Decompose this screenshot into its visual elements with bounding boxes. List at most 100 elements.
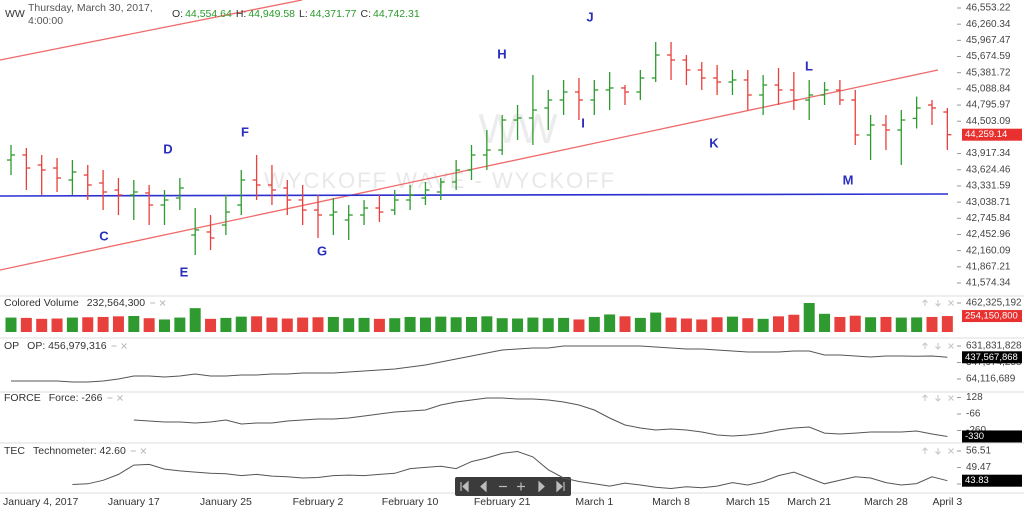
- x-tick-label: February 21: [474, 496, 531, 508]
- volume-bar: [773, 316, 784, 332]
- volume-bar: [819, 313, 831, 332]
- time: 4:00:00: [28, 15, 63, 27]
- wave-label: M: [843, 172, 854, 187]
- panel-readout: Technometer: 42.60: [33, 445, 126, 457]
- y-tick-label: 45,088.84: [966, 84, 1011, 95]
- nav-prev[interactable]: [480, 480, 487, 493]
- volume-bar: [82, 317, 94, 332]
- y-tick-label: 43,624.46: [966, 164, 1011, 175]
- x-tick-label: April 3: [932, 496, 962, 508]
- volume-bar: [205, 318, 217, 332]
- move-down: [935, 448, 941, 455]
- panel-controls[interactable]: [922, 394, 954, 402]
- volume-bar: [542, 318, 554, 332]
- move-down: [935, 343, 941, 350]
- nav-first[interactable]: [460, 480, 469, 493]
- volume-bar: [696, 319, 708, 332]
- volume-bar: [450, 317, 462, 332]
- x-tick-label: February 10: [382, 496, 439, 508]
- y-tick-label: 42,745.84: [966, 213, 1011, 224]
- volume-bar: [634, 317, 646, 332]
- close: [948, 448, 954, 454]
- y-tick-label: 43,331.59: [966, 181, 1011, 192]
- date: Thursday, March 30, 2017,: [28, 2, 153, 14]
- wave-label: H: [497, 46, 506, 61]
- wave-label: G: [317, 243, 327, 258]
- y-tick-label: 44,503.09: [966, 116, 1011, 127]
- ohlc-value: 44,371.77: [310, 8, 357, 20]
- readout-close: [140, 448, 147, 454]
- volume-bar: [373, 318, 385, 332]
- last-value-label: 43.83: [965, 475, 989, 486]
- wave-label: J: [586, 9, 593, 24]
- volume-bar: [788, 314, 800, 332]
- volume-bar: [251, 316, 263, 332]
- indicator-line: [72, 450, 948, 490]
- volume-bar: [36, 318, 48, 332]
- x-tick-label: March 21: [787, 496, 831, 508]
- wave-label: F: [241, 124, 249, 139]
- volume-bar: [558, 317, 570, 332]
- volume-bar: [481, 316, 493, 332]
- last-value-label: 437,567,868: [965, 352, 1018, 363]
- y-tick-label: 64,116,689: [966, 374, 1016, 385]
- volume-bar: [604, 314, 616, 332]
- ohlc-label: H:: [236, 8, 247, 20]
- volume-bar: [389, 318, 401, 332]
- volume-bar: [327, 316, 339, 332]
- ohlc-label: L:: [299, 8, 308, 20]
- y-tick-label: 42,160.09: [966, 245, 1011, 256]
- last-value-box: [962, 430, 1022, 443]
- volume-bar: [665, 317, 677, 332]
- volume-bar: [496, 318, 508, 332]
- y-tick-label: 631,831,828: [966, 341, 1022, 352]
- readout-close: [159, 300, 166, 306]
- panel-controls[interactable]: [922, 342, 954, 350]
- volume-bar: [66, 317, 78, 332]
- volume-bar: [128, 316, 140, 332]
- nav-zoom-in[interactable]: [517, 482, 525, 491]
- watermark-text: WYCKOFF WAVE - WYCKOFF: [264, 168, 616, 193]
- wave-label: I: [581, 115, 585, 130]
- volume-bar: [281, 318, 293, 332]
- readout-close: [117, 395, 123, 401]
- nav-last[interactable]: [556, 480, 565, 493]
- volume-bar: [266, 317, 278, 332]
- ohlc-value: 44,554.64: [185, 8, 232, 20]
- volume-bar: [112, 316, 124, 332]
- volume-bar: [911, 317, 923, 332]
- wave-label: K: [709, 135, 719, 150]
- last-value-box: [962, 474, 1022, 487]
- last-value-box: [962, 310, 1022, 323]
- volume-bar: [573, 319, 585, 332]
- ohlc-label: C:: [361, 8, 372, 20]
- nav-background: [455, 477, 571, 496]
- panel-controls[interactable]: [922, 299, 954, 307]
- panel-title: FORCE: [4, 392, 41, 404]
- nav-next[interactable]: [538, 480, 545, 493]
- last-value-box: [962, 128, 1022, 141]
- volume-bar: [680, 318, 692, 332]
- last-value-label: -330: [965, 431, 984, 442]
- panel-controls[interactable]: [922, 447, 954, 455]
- y-tick-label: 56.51: [966, 446, 991, 457]
- panel-readout: 232,564,300: [87, 297, 146, 309]
- volume-bar: [834, 316, 846, 332]
- x-tick-label: March 15: [726, 496, 770, 508]
- volume-bar: [926, 316, 938, 332]
- indicator-line: [11, 345, 948, 383]
- x-tick-label: January 17: [108, 496, 160, 508]
- ohlc-label: O:: [172, 8, 183, 20]
- x-tick-label: January 4, 2017: [3, 496, 78, 508]
- volume-bar: [404, 316, 416, 332]
- readout-close: [121, 343, 127, 349]
- move-up: [922, 342, 928, 349]
- symbol: WW: [5, 8, 25, 20]
- nav-bar[interactable]: [455, 477, 571, 496]
- volume-bar: [711, 317, 723, 332]
- volume-bar: [880, 316, 892, 332]
- volume-bar: [174, 317, 186, 332]
- y-tick-label: 45,381.72: [966, 67, 1011, 78]
